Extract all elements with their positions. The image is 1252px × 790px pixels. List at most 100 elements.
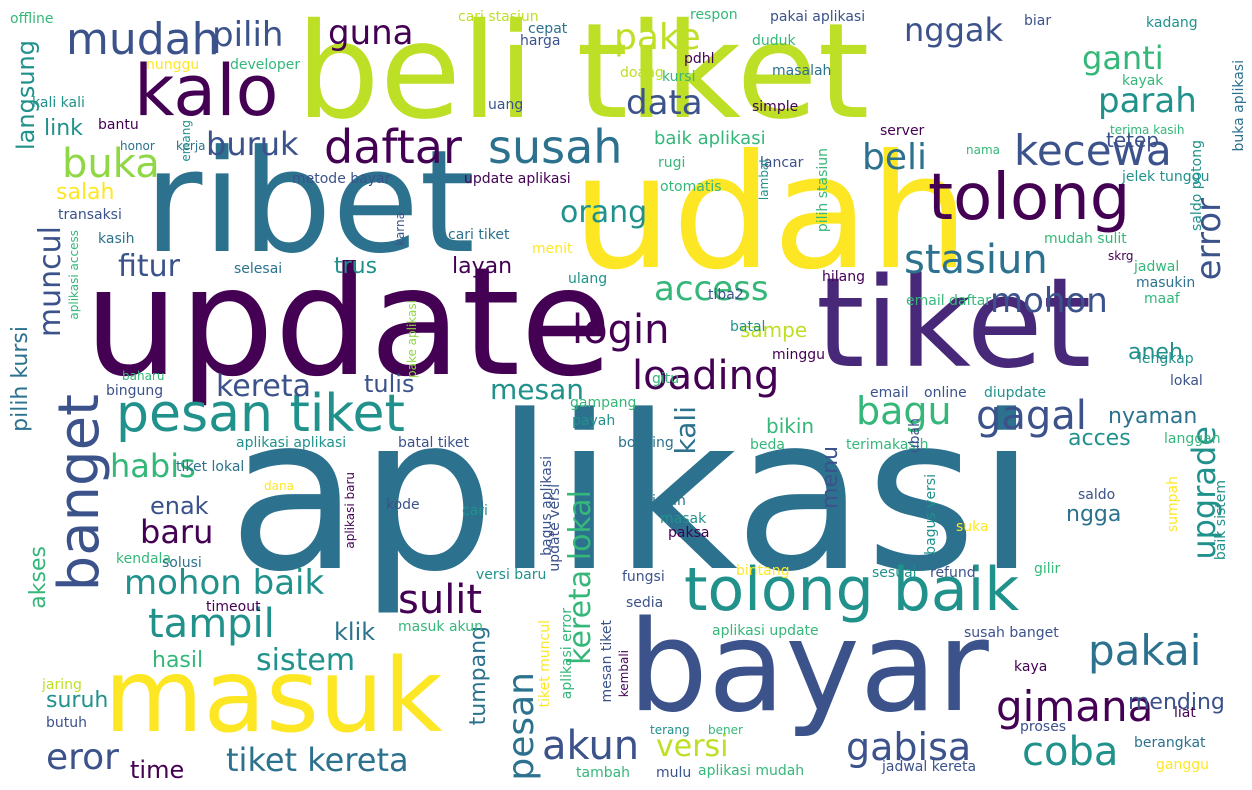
word: jelek tunggu (1122, 169, 1210, 185)
word: simple (752, 99, 799, 115)
word: biar (1024, 13, 1052, 29)
word: karna (393, 212, 407, 246)
word: baru (140, 513, 214, 551)
word: pilih kursi (8, 326, 33, 432)
word: jaring (42, 677, 82, 693)
word: tiba2 (708, 287, 744, 303)
word: hasil (152, 648, 204, 673)
word: buka (62, 141, 160, 187)
word: otomatis (660, 179, 722, 195)
word: mesan (490, 373, 584, 406)
word: tampil (148, 601, 275, 647)
word: rugi (658, 155, 686, 171)
word: update (84, 236, 613, 410)
word: enak (150, 492, 209, 520)
word: hilang (822, 269, 865, 285)
word: tambah (576, 765, 631, 781)
word: duduk (752, 33, 796, 49)
word: lengkap (1138, 351, 1194, 367)
word: kasih (98, 231, 135, 247)
word: batal tiket (398, 435, 469, 451)
word: parah (1098, 81, 1197, 121)
word: kode (386, 497, 420, 513)
word: sedia (626, 595, 664, 611)
word: kaya (1014, 659, 1048, 675)
word: akun (542, 723, 640, 769)
word: maaf (1144, 291, 1180, 307)
word: cari tiket (448, 227, 510, 243)
word: suruh (46, 688, 109, 713)
word: bikin (766, 414, 815, 438)
word: timeout (206, 599, 261, 615)
word: masuk akun (398, 619, 483, 635)
word: tolong baik (684, 555, 1020, 625)
word: tiket kereta (226, 741, 409, 779)
word: tiket muncul (537, 620, 553, 708)
word: time (130, 756, 185, 784)
word: bener (708, 723, 743, 737)
word: jadwal kereta (882, 759, 977, 775)
word: aplikasi access (67, 230, 81, 320)
word: butuh (46, 715, 87, 731)
word: respon (690, 7, 738, 23)
word: aplikasi aplikasi (236, 435, 347, 451)
word: aplikasi update (712, 623, 819, 639)
word: tolong (928, 161, 1131, 235)
word: payah (572, 413, 616, 429)
word: mending (1128, 690, 1225, 715)
word: masukin (1136, 275, 1196, 291)
word: kerja (176, 139, 206, 153)
word: mohon (990, 281, 1108, 321)
word: suka (956, 519, 989, 535)
word: booking (618, 435, 674, 451)
word: nyaman (1108, 404, 1198, 429)
word: bintang (736, 563, 790, 579)
word: selesai (234, 261, 283, 277)
word: terimakasih (846, 437, 929, 453)
word: email (870, 385, 909, 401)
word: udah (572, 121, 970, 305)
word: kursi (662, 69, 696, 85)
word: metode bayar (292, 171, 391, 187)
word: diupdate (984, 385, 1047, 401)
word: transaksi (58, 207, 122, 223)
word: link (44, 116, 83, 141)
word: masak (660, 511, 707, 527)
word: saldo potong (1189, 140, 1205, 231)
word: mohon baik (124, 563, 325, 603)
word: versi baru (476, 567, 547, 583)
word: ubah (907, 418, 923, 454)
word: tulis (364, 370, 415, 398)
word: jadwal (1134, 259, 1180, 275)
word: lokal (1170, 373, 1203, 389)
word: bingung (106, 383, 164, 399)
word: kadang (1146, 15, 1198, 31)
word: baik aplikasi (654, 128, 766, 149)
word: kali (669, 406, 702, 455)
word: habis (110, 447, 196, 485)
word: ngga (1066, 502, 1122, 527)
word: gilir (1034, 561, 1061, 577)
word: bagus versi (923, 474, 939, 555)
word: stasiun (904, 237, 1048, 283)
word: buka aplikasi (1231, 60, 1247, 152)
word: sampe (740, 318, 808, 342)
word: bayar (628, 593, 989, 740)
word: klik (334, 618, 376, 646)
word: ribet (144, 120, 476, 285)
word: dana (264, 479, 294, 493)
word: update versi (547, 484, 563, 572)
word: muncul (33, 226, 68, 338)
word: susah (488, 120, 623, 174)
word: baik sistem (1213, 480, 1229, 561)
word: layan (452, 254, 513, 279)
word: solusi (162, 555, 202, 571)
word: sesuai (872, 565, 917, 581)
word: server (880, 123, 925, 139)
word: langgan (1164, 431, 1221, 447)
word: daftar (324, 120, 462, 174)
word: doang (620, 65, 664, 81)
word: jalan (652, 493, 686, 509)
word: kembali (617, 650, 631, 698)
